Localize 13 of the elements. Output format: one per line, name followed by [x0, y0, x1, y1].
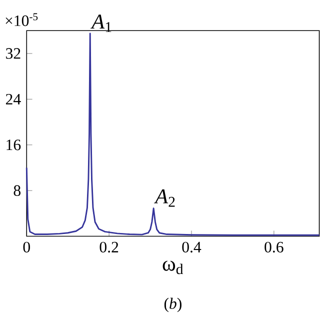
y-tick-label: 16 [6, 139, 21, 150]
y-tick-label: 24 [6, 94, 21, 104]
annotation: A$_{1}$ [90, 14, 112, 32]
text: (b) [164, 298, 182, 312]
y-tick-label: 8 [14, 185, 20, 196]
x-tick-label: 0.6 [264, 242, 284, 252]
x-tick-label: 0 [23, 242, 30, 252]
annotation: A$_{2}$ [154, 189, 175, 207]
x-tick-label: 0.4 [182, 242, 202, 252]
y-tick-label: 32 [6, 48, 20, 59]
text: ×10$^{-5}$ [6, 13, 38, 26]
x-axis-title: ω$_{d}$ [162, 260, 184, 274]
x-tick-label: 0.2 [100, 242, 118, 252]
